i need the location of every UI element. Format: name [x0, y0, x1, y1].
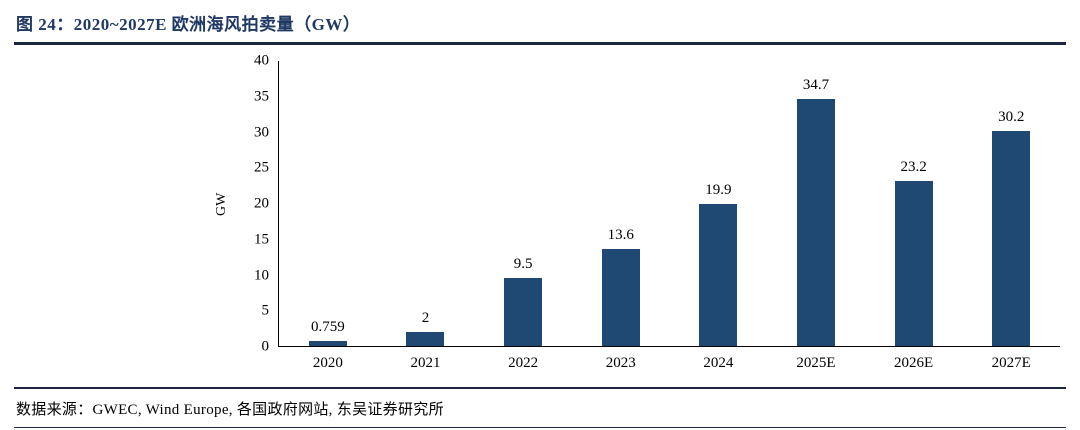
bottom-divider [14, 426, 1066, 428]
figure-footer: 数据来源：GWEC, Wind Europe, 各国政府网站, 东吴证券研究所 [0, 386, 1080, 430]
x-axis-label: 2024 [703, 355, 734, 371]
bar-slot: 19.9 [670, 61, 768, 346]
bar-2020 [308, 340, 347, 346]
x-axis-label: 2025E [796, 355, 836, 371]
y-axis-tick-label: 35 [254, 88, 269, 105]
figure-header: 图 24：2020~2027E 欧洲海风拍卖量（GW） [0, 0, 1080, 42]
x-axis-label: 2023 [605, 355, 636, 371]
y-axis-tick-label: 40 [254, 52, 269, 69]
bar-value-label: 13.6 [607, 227, 634, 244]
bar-2022 [504, 278, 543, 346]
bar-slot: 13.6 [572, 61, 670, 346]
bar-value-label: 2 [421, 309, 430, 326]
bar-2027E [992, 130, 1031, 346]
x-axis-label: 2026E [893, 355, 934, 371]
y-axis-ticks: 0 5 10 15 20 25 30 35 40 [232, 53, 278, 354]
y-axis-tick-label: 5 [261, 302, 270, 319]
bar-slot: 34.7 [767, 61, 865, 346]
y-axis-tick-label: 0 [261, 338, 270, 355]
data-source-text: 数据来源：GWEC, Wind Europe, 各国政府网站, 东吴证券研究所 [16, 401, 444, 418]
bar-slot: 23.2 [865, 61, 963, 346]
y-axis-tick-label: 10 [254, 267, 269, 283]
y-axis-tick-label: 25 [254, 159, 269, 176]
bar-2023 [601, 249, 640, 346]
y-axis-tick-label: 20 [254, 195, 269, 212]
bar-value-label: 23.2 [900, 158, 927, 175]
x-axis-labels: 2020 2021 2022 2023 2024 2025E 2026E 2027E [279, 347, 1060, 372]
bar-slot: 0.759 [279, 61, 377, 346]
bar-2021 [406, 331, 445, 346]
bar-value-label: 30.2 [998, 108, 1025, 125]
bar-slot: 30.2 [962, 61, 1060, 346]
bar-value-label: 19.9 [705, 182, 732, 199]
bar-slot: 9.5 [474, 61, 572, 346]
bar-value-label: 0.759 [310, 318, 345, 335]
chart-main: GW 0 5 10 15 20 25 30 35 40 0.759 2 9.5 13.6 19.9 34.… [212, 53, 1060, 354]
y-axis-tick-label: 15 [254, 231, 269, 248]
plot-area: 0.759 2 9.5 13.6 19.9 34.7 23.2 30.2 [278, 61, 1060, 347]
bar-2025E [796, 98, 835, 346]
figure-title: 图 24：2020~2027E 欧洲海风拍卖量（GW） [16, 15, 361, 34]
bar-2024 [699, 204, 738, 346]
top-divider [14, 42, 1066, 45]
footer-top-divider [14, 386, 1066, 389]
y-axis-tick-label: 30 [254, 124, 269, 140]
x-axis-label: 2020 [312, 355, 343, 371]
bar-chart: GW 0 5 10 15 20 25 30 35 40 0.759 2 9.5 13.6 19.9 34.… [212, 53, 1060, 372]
x-axis-label: 2021 [410, 355, 441, 371]
bar-value-label: 34.7 [802, 76, 830, 93]
bar-2026E [894, 180, 933, 346]
x-axis-label: 2027E [991, 355, 1031, 371]
y-axis-title: GW [214, 192, 229, 216]
bar-value-label: 9.5 [513, 256, 533, 273]
x-axis-label: 2022 [508, 355, 539, 371]
bar-slot: 2 [377, 61, 475, 346]
